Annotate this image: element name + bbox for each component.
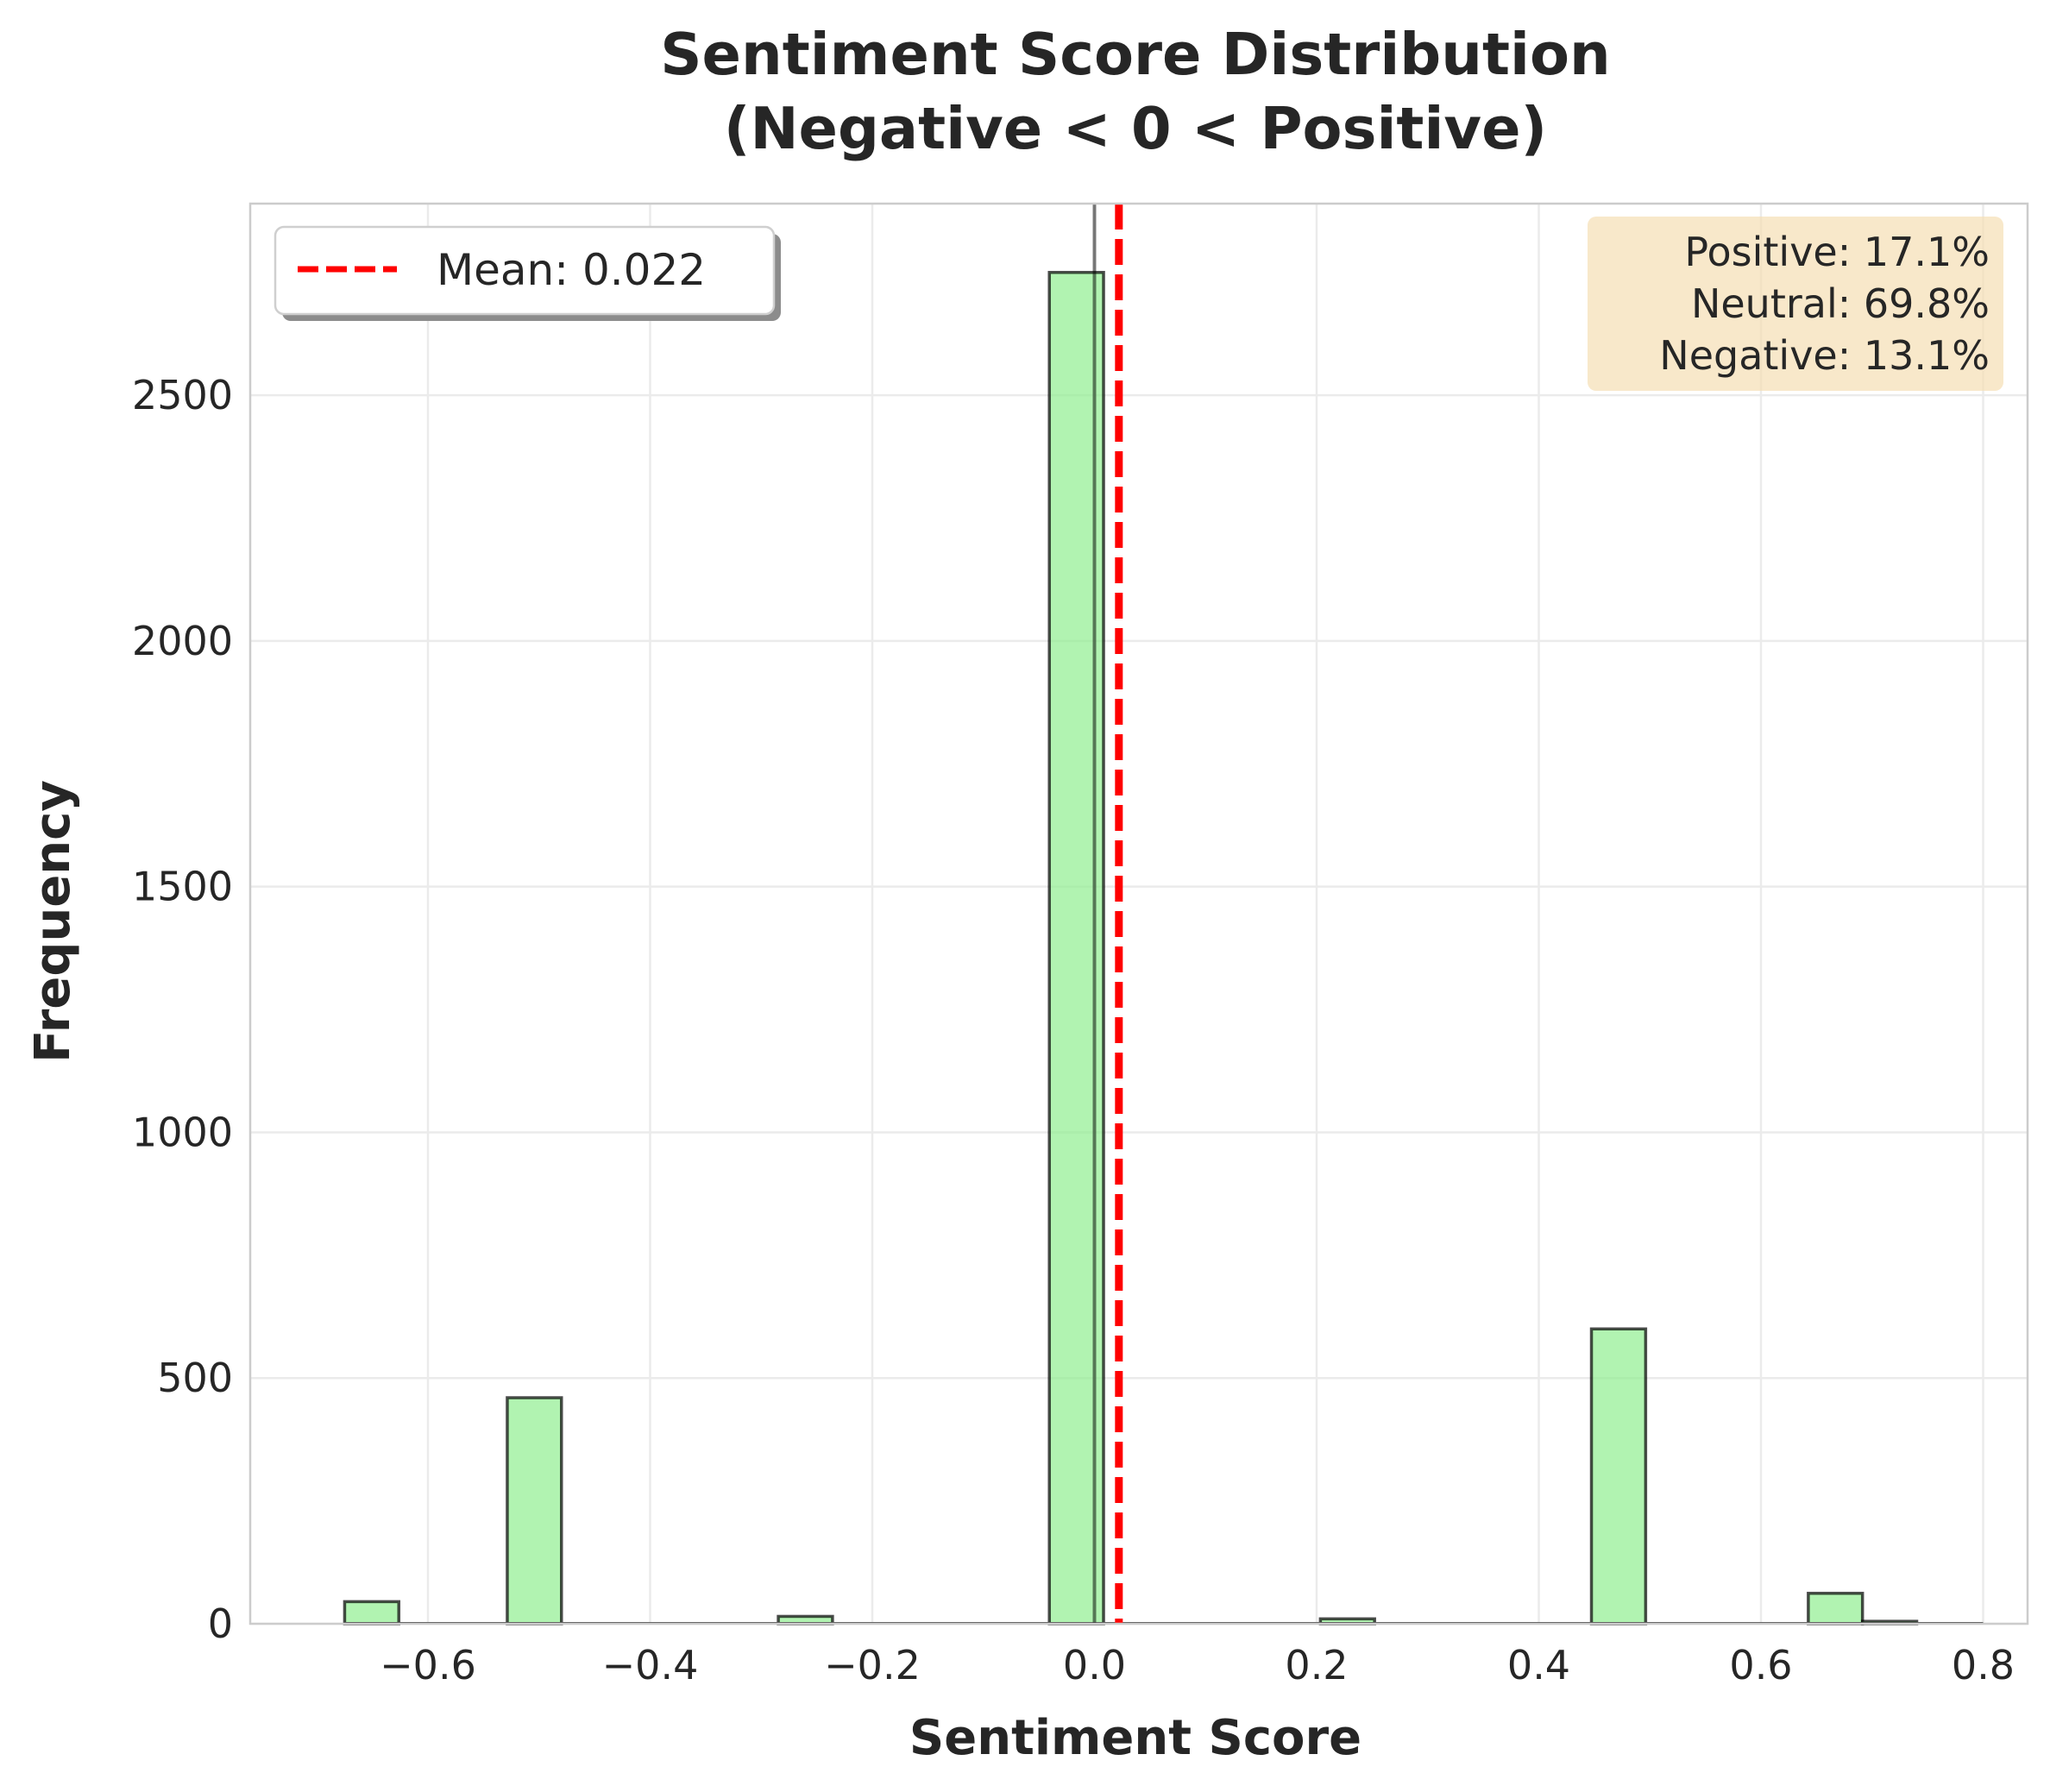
x-axis-ticks: −0.6 −0.4 −0.2 0.0 0.2 0.4 0.6 0.8 <box>380 1642 2015 1688</box>
x-tick-label-6: 0.6 <box>1729 1642 1792 1688</box>
x-tick-label-1: −0.4 <box>602 1642 699 1688</box>
y-tick-label-4: 2000 <box>132 618 233 664</box>
legend-box <box>274 225 776 316</box>
x-tick-label-5: 0.4 <box>1507 1642 1570 1688</box>
histogram-bar-6 <box>1807 1591 1864 1625</box>
plot-frame <box>248 202 2029 1625</box>
y-tick-label-1: 500 <box>157 1355 233 1401</box>
stats-box: Positive: 17.1% Neutral: 69.8% Negative:… <box>1588 217 2003 391</box>
histogram-bar-5 <box>1589 1327 1648 1625</box>
reference-lines <box>1092 204 1123 1624</box>
x-tick-label-4: 0.2 <box>1285 1642 1348 1688</box>
legend-mean-label: Mean: 0.022 <box>437 245 706 295</box>
x-axis-label: Sentiment Score <box>909 1710 1361 1766</box>
stats-box-background <box>1588 217 2003 391</box>
x-tick-label-7: 0.8 <box>1952 1642 2015 1688</box>
stats-positive: Positive: 17.1% <box>1684 229 1990 275</box>
chart-title: Sentiment Score Distribution <box>660 21 1610 88</box>
stats-neutral: Neutral: 69.8% <box>1691 280 1990 327</box>
y-axis-label: Frequency <box>25 780 81 1063</box>
x-tick-label-2: −0.2 <box>824 1642 921 1688</box>
x-tick-label-0: −0.6 <box>380 1642 476 1688</box>
histogram-bar-0 <box>343 1600 401 1625</box>
y-tick-label-0: 0 <box>208 1600 233 1647</box>
y-tick-label-5: 2500 <box>132 372 233 418</box>
y-tick-label-3: 1500 <box>132 864 233 910</box>
histogram-bar-1 <box>506 1396 563 1625</box>
y-axis-ticks: 0 500 1000 1500 2000 2500 <box>132 372 233 1647</box>
x-tick-label-3: 0.0 <box>1063 1642 1126 1688</box>
y-tick-label-2: 1000 <box>132 1109 233 1155</box>
legend: Mean: 0.022 <box>274 225 781 321</box>
chart-subtitle: (Negative < 0 < Positive) <box>724 95 1547 162</box>
stats-negative: Negative: 13.1% <box>1659 332 1990 379</box>
